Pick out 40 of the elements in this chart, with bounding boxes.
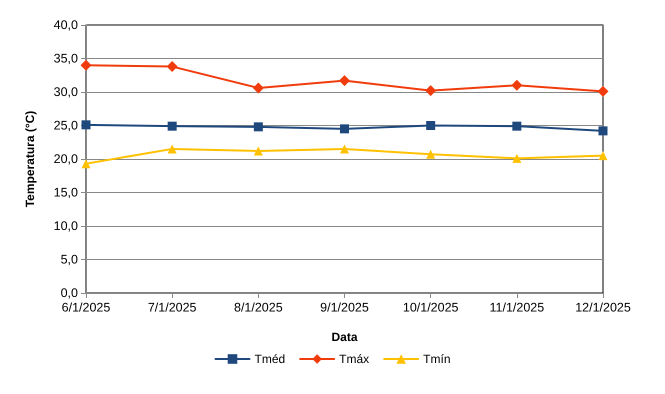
point	[166, 61, 178, 72]
x-tick-label: 11/1/2025	[489, 300, 544, 314]
y-tick-label: 30,0	[54, 85, 78, 99]
point	[168, 144, 177, 154]
x-tick-label: 8/1/2025	[234, 300, 283, 314]
y-tick-label: 15,0	[54, 186, 78, 200]
x-tick-label: 7/1/2025	[148, 300, 197, 314]
point	[340, 124, 349, 134]
y-tick-label: 0,0	[60, 286, 78, 300]
point	[340, 144, 349, 154]
point	[168, 122, 177, 131]
legend-label: Tmín	[423, 352, 451, 366]
point	[512, 122, 522, 131]
point	[252, 82, 264, 94]
y-tick-label: 5,0	[60, 252, 78, 266]
legend-label: Tméd	[254, 352, 286, 366]
point	[426, 150, 436, 159]
x-tick-label: 12/1/2025	[575, 300, 631, 314]
x-tick-label: 6/1/2025	[62, 300, 110, 314]
x-tick-label: 10/1/2025	[402, 300, 459, 314]
x-axis-title: Data	[331, 330, 358, 344]
point	[598, 126, 608, 136]
point	[511, 80, 522, 91]
point	[425, 85, 436, 96]
y-tick-label: 25,0	[54, 118, 78, 132]
point	[80, 60, 92, 71]
y-tick-label: 20,0	[54, 152, 78, 166]
point	[426, 121, 436, 130]
point	[598, 151, 608, 160]
x-tick-label: 9/1/2025	[320, 300, 369, 314]
y-axis-title: Temperatura (°C)	[23, 110, 37, 208]
point	[339, 75, 350, 86]
y-tick-label: 10,0	[54, 219, 78, 233]
y-tick-label: 35,0	[54, 52, 78, 66]
point	[598, 86, 608, 97]
legend-label: Tmáx	[339, 352, 370, 366]
y-tick-label: 40,0	[54, 18, 78, 32]
point	[254, 122, 263, 132]
point	[512, 154, 522, 163]
point	[254, 146, 263, 156]
